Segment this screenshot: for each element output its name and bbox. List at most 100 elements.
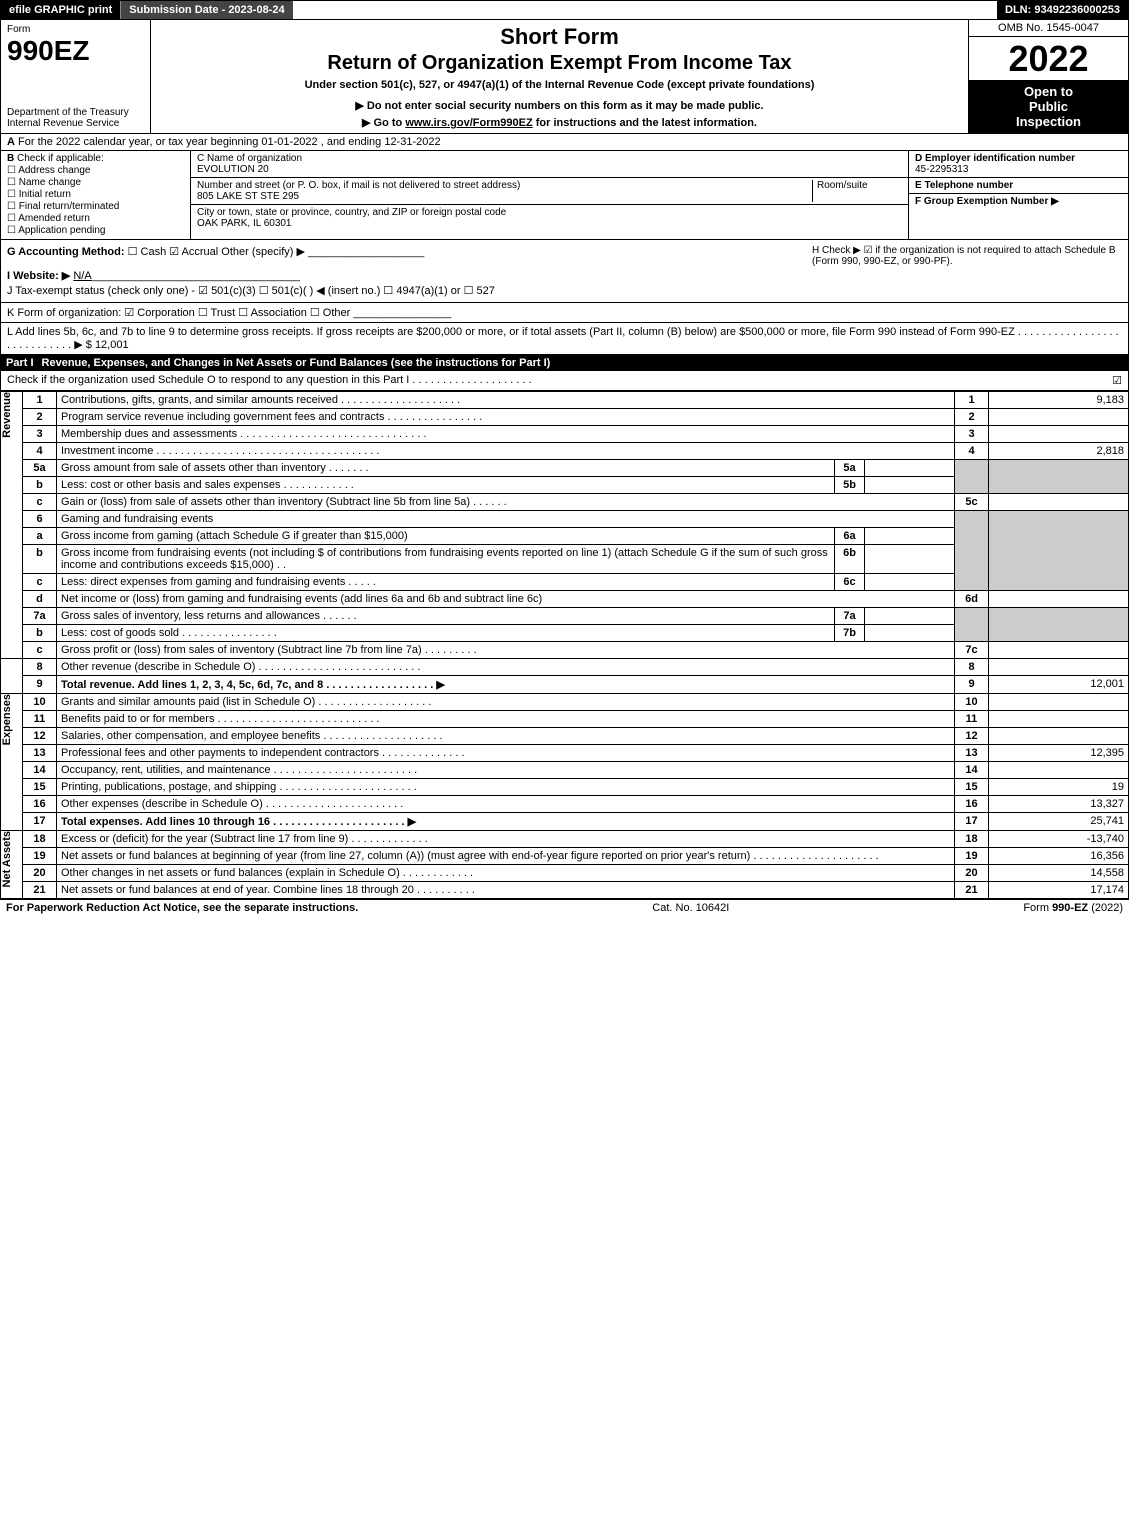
desc-10: Grants and similar amounts paid (list in…	[57, 694, 955, 711]
goto-note: ▶ Go to www.irs.gov/Form990EZ for instru…	[161, 116, 958, 129]
section-k: K Form of organization: ☑ Corporation ☐ …	[0, 303, 1129, 323]
rln-21: 21	[955, 882, 989, 899]
cb-final-return-label: Final return/terminated	[19, 201, 120, 212]
desc-14: Occupancy, rent, utilities, and maintena…	[57, 762, 955, 779]
cb-initial-return-label: Initial return	[19, 189, 71, 200]
cb-amended-return[interactable]: ☐ Amended return	[7, 213, 184, 224]
amt-21: 17,174	[989, 882, 1129, 899]
form-header: Form 990EZ Department of the Treasury In…	[0, 20, 1129, 134]
cb-initial-return[interactable]: ☐ Initial return	[7, 189, 184, 200]
table-row: Net Assets18Excess or (deficit) for the …	[1, 831, 1129, 848]
footer-right-post: (2022)	[1088, 902, 1123, 914]
efile-print-label[interactable]: efile GRAPHIC print	[1, 1, 120, 19]
amt-9: 12,001	[989, 676, 1129, 694]
amt-13: 12,395	[989, 745, 1129, 762]
rln-17: 17	[955, 813, 989, 831]
section-b-heading: Check if applicable:	[17, 153, 104, 164]
desc-6a: Gross income from gaming (attach Schedul…	[57, 528, 835, 545]
section-c: C Name of organization EVOLUTION 20 Numb…	[191, 151, 908, 239]
cb-application-pending[interactable]: ☐ Application pending	[7, 225, 184, 236]
submission-date: Submission Date - 2023-08-24	[120, 1, 292, 19]
irs-link[interactable]: www.irs.gov/Form990EZ	[405, 117, 532, 129]
footer-right-pre: Form	[1023, 902, 1052, 914]
desc-15: Printing, publications, postage, and shi…	[57, 779, 955, 796]
amt-20: 14,558	[989, 865, 1129, 882]
website-value: N/A	[73, 270, 91, 282]
table-row: 5aGross amount from sale of assets other…	[1, 460, 1129, 477]
desc-1: Contributions, gifts, grants, and simila…	[57, 392, 955, 409]
table-row: 2Program service revenue including gover…	[1, 409, 1129, 426]
cb-name-change-label: Name change	[19, 177, 81, 188]
desc-9: Total revenue. Add lines 1, 2, 3, 4, 5c,…	[57, 676, 955, 694]
ln-9: 9	[23, 676, 57, 694]
section-gh: G Accounting Method: ☐ Cash ☑ Accrual Ot…	[0, 240, 1129, 303]
table-row: 13Professional fees and other payments t…	[1, 745, 1129, 762]
expenses-vlabel: Expenses	[1, 694, 13, 745]
rln-11: 11	[955, 711, 989, 728]
tax-year: 2022	[969, 37, 1128, 80]
ln-5a: 5a	[23, 460, 57, 477]
org-name-row: C Name of organization EVOLUTION 20	[191, 151, 908, 178]
desc-6d: Net income or (loss) from gaming and fun…	[57, 591, 955, 608]
amt-10	[989, 694, 1129, 711]
ein-block: D Employer identification number 45-2295…	[909, 151, 1128, 178]
netassets-vlabel-cell: Net Assets	[1, 831, 23, 899]
city-value: OAK PARK, IL 60301	[197, 218, 902, 229]
open-public-inspection: Open to Public Inspection	[969, 80, 1128, 133]
ln-1: 1	[23, 392, 57, 409]
amt-18: -13,740	[989, 831, 1129, 848]
table-row: 6Gaming and fundraising events	[1, 511, 1129, 528]
rln-6d: 6d	[955, 591, 989, 608]
part1-title: Revenue, Expenses, and Changes in Net As…	[42, 357, 551, 369]
amt-11	[989, 711, 1129, 728]
header-right: OMB No. 1545-0047 2022 Open to Public In…	[968, 20, 1128, 133]
rln-8: 8	[955, 659, 989, 676]
amt-14	[989, 762, 1129, 779]
inspect-1: Open to	[1024, 84, 1073, 99]
part1-checkmark: ☑	[1112, 374, 1122, 387]
revenue-vlabel-cont	[1, 659, 23, 694]
table-row: Expenses10Grants and similar amounts pai…	[1, 694, 1129, 711]
sub-5b: 5b	[835, 477, 865, 494]
table-row: 16Other expenses (describe in Schedule O…	[1, 796, 1129, 813]
table-row: 14Occupancy, rent, utilities, and mainte…	[1, 762, 1129, 779]
amt-3	[989, 426, 1129, 443]
table-row: 3Membership dues and assessments . . . .…	[1, 426, 1129, 443]
sub-7a: 7a	[835, 608, 865, 625]
netassets-vlabel: Net Assets	[1, 831, 13, 887]
table-row: cGross profit or (loss) from sales of in…	[1, 642, 1129, 659]
cb-name-change[interactable]: ☐ Name change	[7, 177, 184, 188]
table-row: dNet income or (loss) from gaming and fu…	[1, 591, 1129, 608]
rln-2: 2	[955, 409, 989, 426]
room-suite-label: Room/suite	[812, 180, 902, 202]
l-amount: 12,001	[95, 339, 129, 351]
topbar-spacer	[293, 1, 997, 19]
amt-4: 2,818	[989, 443, 1129, 460]
ein-value: 45-2295313	[915, 164, 968, 175]
revenue-vlabel: Revenue	[1, 392, 13, 438]
sub-6b: 6b	[835, 545, 865, 574]
ln-13: 13	[23, 745, 57, 762]
ln-11: 11	[23, 711, 57, 728]
ln-6b: b	[23, 545, 57, 574]
cb-address-change[interactable]: ☐ Address change	[7, 165, 184, 176]
rln-3: 3	[955, 426, 989, 443]
table-row: cGain or (loss) from sale of assets othe…	[1, 494, 1129, 511]
ln-18: 18	[23, 831, 57, 848]
expenses-vlabel-cell: Expenses	[1, 694, 23, 831]
table-row: 8Other revenue (describe in Schedule O) …	[1, 659, 1129, 676]
rln-16: 16	[955, 796, 989, 813]
desc-7a: Gross sales of inventory, less returns a…	[57, 608, 835, 625]
subval-7a	[865, 608, 955, 625]
desc-6b: Gross income from fundraising events (no…	[57, 545, 835, 574]
accounting-method: G Accounting Method: ☐ Cash ☑ Accrual Ot…	[7, 245, 802, 258]
i-label: I Website: ▶	[7, 270, 70, 282]
table-row: Revenue 1 Contributions, gifts, grants, …	[1, 392, 1129, 409]
amt-7ab-shade	[989, 608, 1129, 642]
footer-right-bold: 990-EZ	[1052, 902, 1088, 914]
amt-5c	[989, 494, 1129, 511]
dept-line2: Internal Revenue Service	[7, 118, 119, 129]
cb-final-return[interactable]: ☐ Final return/terminated	[7, 201, 184, 212]
rln-7c: 7c	[955, 642, 989, 659]
page-footer: For Paperwork Reduction Act Notice, see …	[0, 899, 1129, 916]
